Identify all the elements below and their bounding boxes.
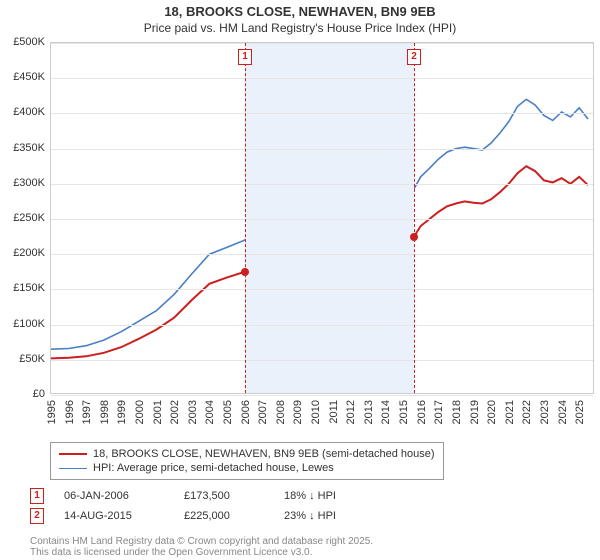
y-tick-label: £0 bbox=[33, 388, 45, 400]
gridline-h bbox=[51, 360, 593, 361]
y-tick-label: £500K bbox=[13, 36, 45, 48]
gridline-h bbox=[51, 184, 593, 185]
x-tick-label: 2002 bbox=[169, 400, 181, 424]
x-tick-label: 2005 bbox=[222, 400, 234, 424]
legend-row: HPI: Average price, semi-detached house,… bbox=[59, 461, 435, 475]
legend-row: 18, BROOKS CLOSE, NEWHAVEN, BN9 9EB (sem… bbox=[59, 447, 435, 461]
marker-dot bbox=[410, 233, 418, 241]
gridline-h bbox=[51, 43, 593, 44]
attribution-line-2: This data is licensed under the Open Gov… bbox=[30, 547, 590, 558]
note-date: 06-JAN-2006 bbox=[64, 490, 164, 502]
x-tick-label: 2016 bbox=[416, 400, 428, 424]
x-tick-label: 2012 bbox=[345, 400, 357, 424]
x-tick-label: 2010 bbox=[310, 400, 322, 424]
x-tick-label: 2020 bbox=[486, 400, 498, 424]
x-tick-label: 2022 bbox=[521, 400, 533, 424]
y-tick-label: £250K bbox=[13, 212, 45, 224]
attribution-line-1: Contains HM Land Registry data © Crown c… bbox=[30, 536, 590, 547]
x-tick-label: 2025 bbox=[574, 400, 586, 424]
x-tick-label: 2021 bbox=[504, 400, 516, 424]
marker-notes: 1 06-JAN-2006 £173,500 18% ↓ HPI 2 14-AUG-201… bbox=[30, 486, 336, 526]
y-tick-label: £150K bbox=[13, 282, 45, 294]
gridline-h bbox=[51, 149, 593, 150]
x-tick-label: 2000 bbox=[134, 400, 146, 424]
gridline-h bbox=[51, 78, 593, 79]
note-row: 2 14-AUG-2015 £225,000 23% ↓ HPI bbox=[30, 506, 336, 526]
x-tick-label: 2003 bbox=[187, 400, 199, 424]
x-tick-label: 1995 bbox=[46, 400, 58, 424]
chart-container: 18, BROOKS CLOSE, NEWHAVEN, BN9 9EB Pric… bbox=[0, 0, 600, 560]
note-price: £225,000 bbox=[184, 510, 264, 522]
x-tick-label: 2007 bbox=[257, 400, 269, 424]
gridline-h bbox=[51, 113, 593, 114]
x-tick-label: 2009 bbox=[292, 400, 304, 424]
x-tick-label: 2019 bbox=[469, 400, 481, 424]
x-tick-label: 2024 bbox=[557, 400, 569, 424]
note-diff: 23% ↓ HPI bbox=[284, 510, 336, 522]
attribution: Contains HM Land Registry data © Crown c… bbox=[30, 536, 590, 558]
marker-dot bbox=[241, 268, 249, 276]
x-tick-label: 2011 bbox=[328, 400, 340, 424]
gridline-h bbox=[51, 325, 593, 326]
legend-label: 18, BROOKS CLOSE, NEWHAVEN, BN9 9EB (sem… bbox=[93, 448, 435, 460]
gridline-h bbox=[51, 254, 593, 255]
chart-titles: 18, BROOKS CLOSE, NEWHAVEN, BN9 9EB Pric… bbox=[0, 0, 600, 35]
x-tick-label: 2004 bbox=[204, 400, 216, 424]
gridline-h bbox=[51, 289, 593, 290]
x-tick-label: 2008 bbox=[275, 400, 287, 424]
marker-line bbox=[414, 43, 415, 393]
y-tick-label: £300K bbox=[13, 177, 45, 189]
gridline-h bbox=[51, 395, 593, 396]
x-tick-label: 1997 bbox=[81, 400, 93, 424]
title-line-2: Price paid vs. HM Land Registry's House … bbox=[0, 21, 600, 35]
x-tick-label: 2014 bbox=[380, 400, 392, 424]
x-tick-label: 1999 bbox=[116, 400, 128, 424]
marker-badge: 1 bbox=[238, 49, 252, 65]
gridline-h bbox=[51, 219, 593, 220]
note-row: 1 06-JAN-2006 £173,500 18% ↓ HPI bbox=[30, 486, 336, 506]
y-tick-label: £50K bbox=[19, 353, 45, 365]
note-diff: 18% ↓ HPI bbox=[284, 490, 336, 502]
x-tick-label: 2023 bbox=[539, 400, 551, 424]
x-tick-label: 2006 bbox=[240, 400, 252, 424]
legend-swatch bbox=[59, 453, 87, 455]
x-tick-label: 1998 bbox=[99, 400, 111, 424]
title-line-1: 18, BROOKS CLOSE, NEWHAVEN, BN9 9EB bbox=[0, 4, 600, 19]
legend-swatch bbox=[59, 468, 87, 469]
y-tick-label: £450K bbox=[13, 71, 45, 83]
x-tick-label: 2017 bbox=[433, 400, 445, 424]
plot-area: 12 bbox=[50, 42, 594, 394]
y-tick-label: £100K bbox=[13, 318, 45, 330]
x-tick-label: 2018 bbox=[451, 400, 463, 424]
note-date: 14-AUG-2015 bbox=[64, 510, 164, 522]
shaded-band bbox=[245, 43, 414, 393]
x-tick-label: 2015 bbox=[398, 400, 410, 424]
legend-box: 18, BROOKS CLOSE, NEWHAVEN, BN9 9EB (sem… bbox=[50, 442, 444, 480]
note-badge: 1 bbox=[30, 488, 44, 504]
y-tick-label: £350K bbox=[13, 142, 45, 154]
note-badge: 2 bbox=[30, 508, 44, 524]
note-price: £173,500 bbox=[184, 490, 264, 502]
legend-label: HPI: Average price, semi-detached house,… bbox=[93, 462, 334, 474]
y-tick-label: £400K bbox=[13, 106, 45, 118]
y-tick-label: £200K bbox=[13, 247, 45, 259]
marker-badge: 2 bbox=[407, 49, 421, 65]
x-tick-label: 2001 bbox=[152, 400, 164, 424]
x-tick-label: 2013 bbox=[363, 400, 375, 424]
marker-line bbox=[245, 43, 246, 393]
x-tick-label: 1996 bbox=[64, 400, 76, 424]
